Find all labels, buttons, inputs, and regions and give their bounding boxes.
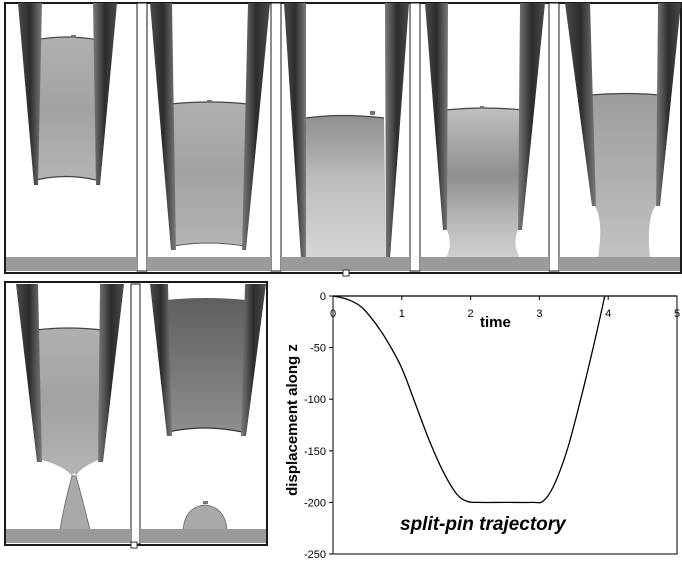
upper-meniscus xyxy=(589,92,661,96)
top-row-frames xyxy=(4,2,682,277)
contact-marker xyxy=(207,100,212,103)
frame-6 xyxy=(16,284,124,531)
substrate xyxy=(6,529,131,543)
y-tick-label: -150 xyxy=(304,446,326,458)
frame-1 xyxy=(18,3,117,185)
series-line xyxy=(332,295,606,504)
pin-tip-right xyxy=(242,3,270,250)
substrate xyxy=(559,257,680,271)
contact-marker xyxy=(370,111,375,115)
frame-3 xyxy=(284,3,409,258)
x-tick-label: 1 xyxy=(399,308,405,320)
pin-tip-right xyxy=(98,284,124,462)
y-tick-label: -250 xyxy=(304,549,326,559)
pin-tip-left xyxy=(425,3,448,230)
contact-marker xyxy=(203,501,208,504)
frame-4 xyxy=(425,3,545,258)
substrate xyxy=(6,257,137,271)
liquid-bridge xyxy=(35,37,98,180)
upper-meniscus xyxy=(445,107,523,111)
frame-5 xyxy=(565,3,681,258)
frame-divider xyxy=(270,2,282,272)
x-tick-label: 5 xyxy=(674,308,680,320)
pin-tip-left xyxy=(565,3,596,206)
x-tick-label: 0 xyxy=(330,308,336,320)
deposited-droplet xyxy=(182,504,228,531)
x-axis-label: time xyxy=(480,314,511,331)
liquid-bridge xyxy=(166,298,246,432)
pin-tip-right xyxy=(656,3,681,206)
frame-7 xyxy=(150,284,266,531)
bottom-row-frames xyxy=(4,281,268,549)
frame-2 xyxy=(150,3,270,250)
plot-area xyxy=(332,295,678,555)
y-tick-label: -100 xyxy=(304,394,326,406)
upper-meniscus xyxy=(35,327,103,331)
pin-tip-left xyxy=(150,3,176,250)
y-tick-label: -200 xyxy=(304,497,326,509)
y-tick-label: 0 xyxy=(320,291,326,303)
y-axis-label: displacement along z xyxy=(284,344,301,496)
pin-tip-left xyxy=(150,284,172,436)
pin-tip-left xyxy=(16,284,42,462)
pin-tip-right xyxy=(518,3,545,230)
trajectory-chart: 0 1 2 3 4 5 0 -50 -100 -150 -200 -250 time displac… xyxy=(284,291,680,561)
substrate xyxy=(281,257,410,271)
liquid-bridge xyxy=(446,108,522,258)
upper-meniscus xyxy=(305,114,385,119)
liquid-bridge xyxy=(36,328,102,476)
contact-marker xyxy=(480,106,484,109)
x-tick-label: 4 xyxy=(605,308,611,320)
pin-tip-right xyxy=(241,284,266,436)
x-tick-label: 2 xyxy=(468,308,474,320)
frame-divider xyxy=(130,283,141,545)
plot-annotation: split-pin trajectory xyxy=(400,514,567,535)
lower-meniscus xyxy=(173,242,245,247)
frame-divider xyxy=(409,2,421,272)
lower-meniscus xyxy=(167,427,243,433)
contact-marker xyxy=(71,35,76,38)
substrate xyxy=(140,529,266,543)
x-tick-label: 3 xyxy=(536,308,542,320)
frame-divider xyxy=(136,2,148,272)
pin-tip-left xyxy=(18,3,42,185)
pin-tip-right xyxy=(93,3,117,185)
frame-marker xyxy=(342,269,350,277)
frame-marker xyxy=(130,541,138,549)
liquid-bridge xyxy=(304,115,386,258)
liquid-bridge xyxy=(590,93,660,258)
y-tick-group: 0 -50 -100 -150 -200 -250 xyxy=(304,291,333,561)
liquid-bridge xyxy=(170,102,248,246)
substrate xyxy=(147,257,271,271)
lower-meniscus xyxy=(35,175,97,181)
x-tick-group: 0 1 2 3 4 5 xyxy=(330,296,680,320)
pin-tip-right xyxy=(385,3,409,258)
y-tick-label: -50 xyxy=(310,343,326,355)
substrate xyxy=(420,257,549,271)
frame-divider xyxy=(548,2,560,272)
pin-tip-left xyxy=(284,3,306,258)
